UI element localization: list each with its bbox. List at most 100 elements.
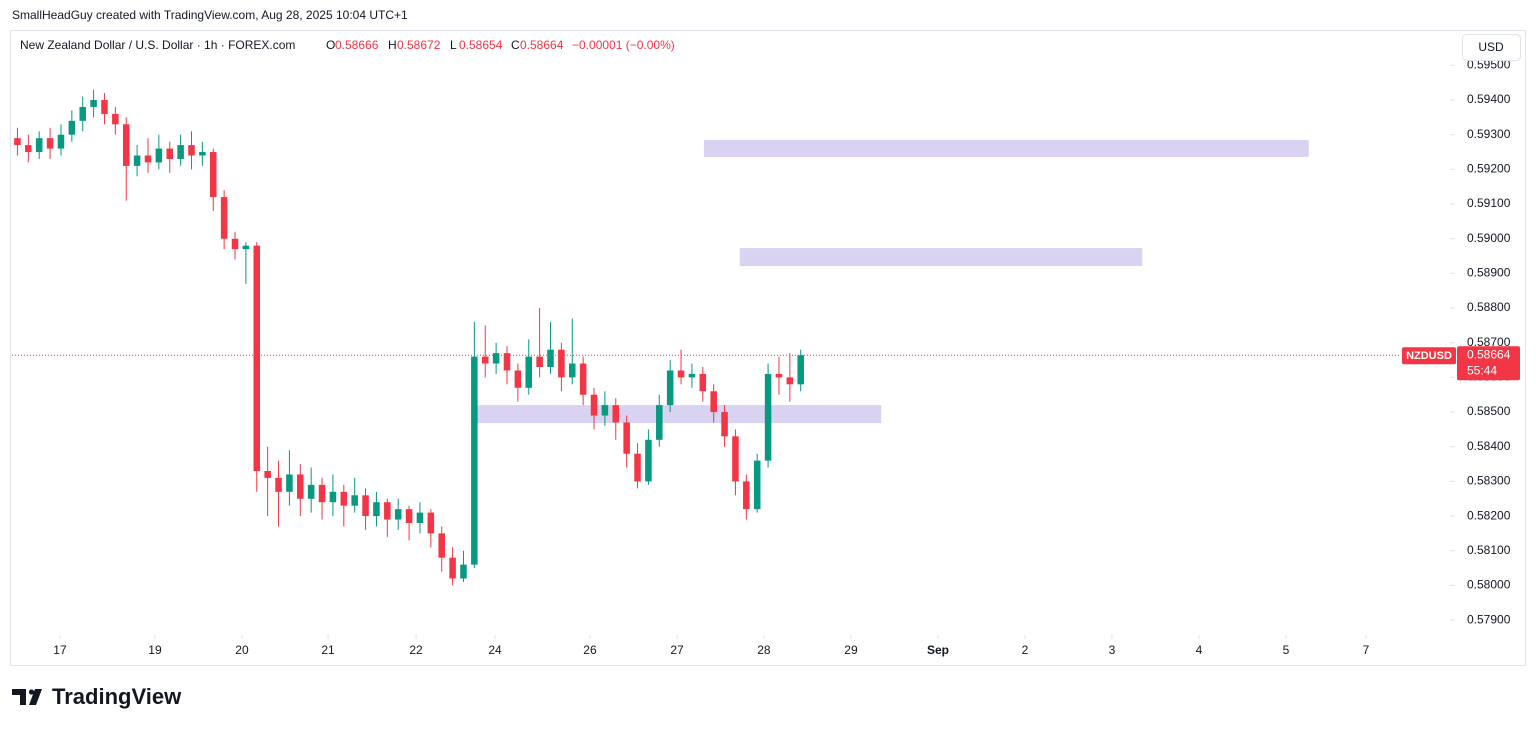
candle-body (645, 439, 652, 482)
x-tick-label: 4 (1196, 643, 1203, 657)
candle-body (286, 474, 293, 492)
y-tick-label: 0.59400 (1467, 92, 1511, 106)
legend-label: H (388, 38, 397, 52)
candle-body (492, 353, 500, 364)
legend-value: 0.58664 (520, 38, 564, 52)
legend-title: New Zealand Dollar / U.S. Dollar · 1h · … (20, 38, 295, 52)
candle-body (427, 512, 435, 534)
candle-body (438, 533, 445, 558)
logo-icon (12, 689, 42, 705)
y-tick-label: 0.59000 (1467, 231, 1511, 245)
candle-body (275, 477, 282, 492)
candle-body (471, 356, 478, 565)
candle-body (297, 474, 304, 499)
candle-body (79, 106, 86, 121)
candle-body (590, 394, 598, 416)
candle-body (514, 370, 522, 388)
y-tick-label: 0.59500 (1467, 58, 1511, 72)
footer-logo: TradingView (12, 684, 182, 709)
candle-body (753, 460, 761, 510)
candle-body (579, 363, 587, 395)
y-tick-label: 0.57900 (1467, 612, 1511, 626)
x-tick-label: 20 (235, 643, 249, 657)
candle-body (144, 155, 152, 163)
y-tick-label: 0.58100 (1467, 543, 1511, 557)
price-tag: 0.58664 (1467, 347, 1511, 361)
candle-body (264, 471, 271, 478)
symbol-tag-bg (1402, 347, 1456, 365)
candle-body (623, 422, 630, 454)
candle-body (677, 370, 685, 378)
y-tick-label: 0.59200 (1467, 162, 1511, 176)
candle-body (351, 495, 358, 506)
y-tick-label: 0.58700 (1467, 335, 1511, 349)
x-tick-label: 26 (583, 643, 597, 657)
legend-value: 0.58672 (397, 38, 441, 52)
zone (739, 248, 1143, 267)
x-tick-label: 29 (844, 643, 858, 657)
y-tick-label: 0.58000 (1467, 578, 1511, 592)
candle-body (199, 152, 206, 156)
candle-body (90, 100, 97, 107)
candle-body (525, 356, 533, 388)
currency[interactable]: USD (1478, 40, 1504, 54)
legend-change: −0.00001 (−0.00%) (572, 38, 675, 52)
zone (475, 405, 882, 424)
candle-body (318, 484, 326, 503)
candle-body (231, 238, 239, 250)
candle-body (394, 509, 402, 520)
candle-body (732, 436, 739, 482)
candle-body (666, 370, 674, 406)
candle-body (547, 349, 554, 367)
legend-label: O (326, 38, 335, 52)
candle-body (449, 557, 456, 579)
x-tick-label: 21 (321, 643, 335, 657)
y-tick-label: 0.58900 (1467, 266, 1511, 280)
candle-body (133, 155, 141, 166)
candle-body (503, 353, 511, 371)
x-tick-label: 2 (1022, 643, 1029, 657)
x-tick-label: 7 (1363, 643, 1370, 657)
header: SmallHeadGuy created with TradingView.co… (12, 8, 408, 22)
candle-body (764, 373, 772, 461)
candle-body (405, 509, 413, 524)
legend-label: C (511, 38, 520, 52)
candle-body (710, 391, 717, 413)
candle-body (797, 355, 804, 385)
candle-body (253, 245, 261, 472)
candle-body (558, 349, 565, 378)
candle-body (122, 124, 130, 166)
x-tick-label: 27 (670, 643, 684, 657)
candle-body (177, 145, 184, 159)
currency-button[interactable] (1462, 34, 1521, 61)
candle-body (340, 491, 348, 506)
candle-body (362, 495, 369, 517)
y-tick-label: 0.58400 (1467, 439, 1511, 453)
candle-body (721, 412, 728, 437)
legend-label: L (450, 38, 457, 52)
x-tick-label: 28 (757, 643, 771, 657)
y-tick-label: 0.59300 (1467, 127, 1511, 141)
countdown: 55:44 (1467, 363, 1497, 377)
zone (703, 139, 1309, 157)
candle-body (242, 245, 250, 250)
candle-body (209, 152, 217, 198)
candle-body (220, 197, 228, 239)
y-tick-label: 0.58800 (1467, 300, 1511, 314)
y-tick-label: 0.59100 (1467, 196, 1511, 210)
candle-body (25, 145, 32, 153)
x-tick-label: Sep (927, 643, 949, 657)
candle-body (536, 356, 543, 367)
candle-body (568, 363, 576, 378)
candle-body (155, 148, 163, 163)
candle-body (634, 453, 641, 482)
candle-body (416, 512, 424, 524)
candle-body (460, 564, 467, 579)
candle-body (384, 502, 391, 520)
candle-body (688, 373, 696, 378)
candle-body (14, 138, 21, 146)
candle-body (307, 484, 315, 499)
candle-body (699, 373, 707, 392)
